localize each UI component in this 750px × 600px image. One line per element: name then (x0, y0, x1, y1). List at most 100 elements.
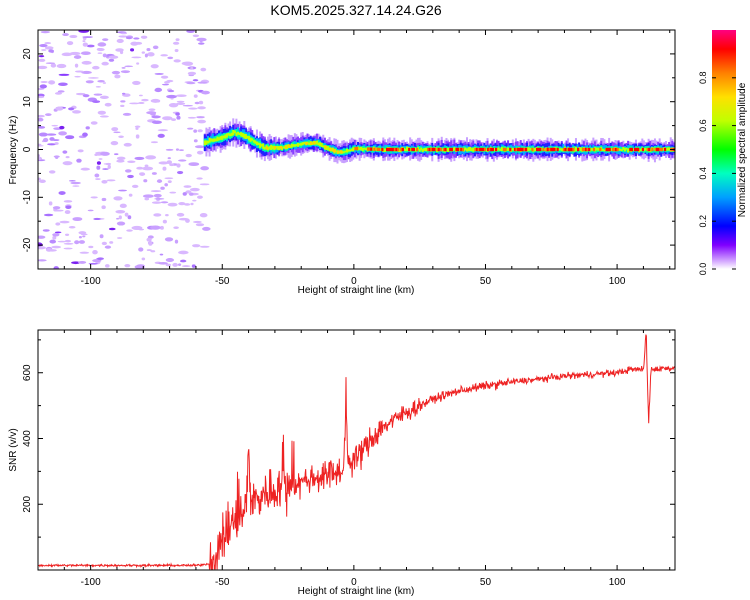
spectrogram-signal-peak (395, 147, 398, 152)
spectrogram-noise-cell (150, 141, 158, 144)
spectrogram-y-tick-label: -20 (22, 237, 33, 252)
spectrogram-noise-cell (65, 135, 75, 140)
spectrogram-noise-cell (104, 245, 112, 249)
spectrogram-signal-cell (224, 134, 227, 139)
spectrogram-y-tick-label: 10 (22, 96, 33, 108)
spectrogram-noise-cell (166, 94, 177, 99)
spectrogram-signal-cell (579, 147, 582, 151)
snr-x-tick-label: -50 (215, 577, 230, 588)
spectrogram-signal-peak (310, 141, 313, 145)
spectrogram-signal-peak (537, 147, 540, 152)
spectrogram-y-tick-label: 20 (22, 48, 33, 60)
spectrogram-noise-cell (40, 30, 51, 34)
spectrogram-noise-cell (144, 53, 148, 58)
spectrogram-noise-cell (80, 167, 90, 171)
spectrogram-noise-cell (121, 67, 126, 69)
colorbar-tick-label: 0.4 (698, 167, 708, 180)
spectrogram-signal-peak (390, 147, 393, 152)
spectrogram-noise-cell (122, 112, 132, 116)
spectrogram-noise-cell (175, 148, 180, 151)
spectrogram-noise-cell (124, 264, 131, 268)
spectrogram-signal-peak (476, 147, 479, 152)
spectrogram-signal-cell (251, 137, 254, 146)
spectrogram-signal-peak (436, 147, 439, 152)
spectrogram-signal-cell (559, 148, 562, 151)
spectrogram-signal-cell (240, 132, 243, 137)
spectrogram-noise-cell (61, 52, 73, 57)
spectrogram-noise-cell (182, 192, 187, 196)
spectrogram-noise-cell (38, 156, 43, 161)
spectrogram-noise-cell (136, 166, 144, 170)
spectrogram-signal-peak (450, 147, 453, 152)
spectrogram-noise-cell (110, 141, 119, 146)
spectrogram-noise-cell (87, 77, 99, 79)
spectrogram-noise-cell (82, 36, 93, 38)
spectrogram-signal-peak (367, 147, 370, 151)
spectrogram-signal-cell (221, 135, 224, 140)
spectrogram-signal-cell (597, 147, 600, 151)
spectrogram-signal-peak (408, 147, 411, 152)
spectrogram-signal-peak (313, 141, 316, 145)
spectrogram-noise-cell (151, 201, 162, 204)
spectrogram-signal-cell (595, 147, 598, 151)
spectrogram-signal-cell (358, 147, 361, 151)
spectrogram-noise-cell (78, 260, 87, 264)
spectrogram-noise-cell (48, 201, 53, 206)
spectrogram-signal-cell (203, 140, 206, 146)
spectrogram-signal-peak (474, 147, 477, 152)
spectrogram-noise-cell (99, 115, 109, 118)
spectrogram-noise-cell (202, 226, 211, 231)
spectrogram-signal-cell (533, 148, 536, 152)
spectrogram-signal-cell (232, 129, 235, 136)
spectrogram-noise-cell (119, 203, 127, 209)
snr-y-tick-label: 600 (22, 364, 33, 381)
spectrogram-noise-cell (197, 106, 206, 110)
spectrogram-signal-peak (562, 147, 566, 152)
spectrogram-signal-cell (219, 136, 222, 140)
spectrogram-signal-peak (659, 147, 662, 152)
spectrogram-noise-cell (96, 165, 101, 170)
spectrogram-signal-cell (527, 147, 530, 152)
spectrogram-signal-peak (599, 147, 602, 152)
spectrogram-noise-cell (175, 38, 180, 42)
spectrogram-signal-cell (352, 147, 355, 152)
spectrogram-noise-cell (135, 127, 139, 130)
spectrogram-noise-cell (166, 79, 174, 83)
spectrogram-noise-cell (38, 58, 46, 62)
spectrogram-signal-cell (255, 141, 258, 146)
spectrogram-signal-peak (586, 147, 589, 152)
spectrogram-noise-cell (138, 247, 144, 252)
spectrogram-noise-cell (63, 242, 74, 245)
spectrogram-noise-cell (176, 163, 181, 168)
spectrogram-noise-cell (176, 100, 185, 103)
spectrogram-signal-cell (260, 143, 263, 147)
spectrogram-noise-cell (190, 202, 194, 206)
spectrogram-signal-peak (329, 147, 332, 151)
spectrogram-signal-cell (259, 143, 262, 148)
spectrogram-noise-cell (92, 65, 100, 70)
spectrogram-noise-cell (38, 246, 46, 250)
spectrogram-noise-cell (199, 245, 210, 248)
spectrogram-signal-peak (551, 147, 555, 152)
spectrogram-signal-cell (227, 133, 230, 136)
spectrogram-noise-cell (92, 250, 98, 255)
spectrogram-noise-cell (125, 36, 132, 40)
spectrogram-noise-cell (44, 42, 52, 45)
spectrogram-noise-cell (68, 179, 76, 182)
spectrogram-noise-cell (192, 79, 199, 82)
spectrogram-signal-peak (324, 145, 327, 149)
spectrogram-signal-cell (601, 148, 604, 151)
spectrogram-signal-cell (644, 148, 647, 151)
spectrogram-noise-cell (141, 257, 146, 261)
snr-series-line (38, 334, 675, 570)
spectrogram-signal-peak (523, 147, 526, 152)
spectrogram-noise-cell (185, 190, 192, 194)
spectrogram-noise-cell (38, 177, 41, 181)
spectrogram-signal-peak (513, 147, 517, 152)
spectrogram-signal-peak (393, 147, 397, 152)
spectrogram-noise-cell (43, 213, 54, 217)
spectrogram-noise-cell (42, 229, 50, 232)
spectrogram-signal-cell (263, 146, 266, 150)
spectrogram-signal-peak (572, 147, 575, 152)
spectrogram-noise (38, 30, 211, 269)
